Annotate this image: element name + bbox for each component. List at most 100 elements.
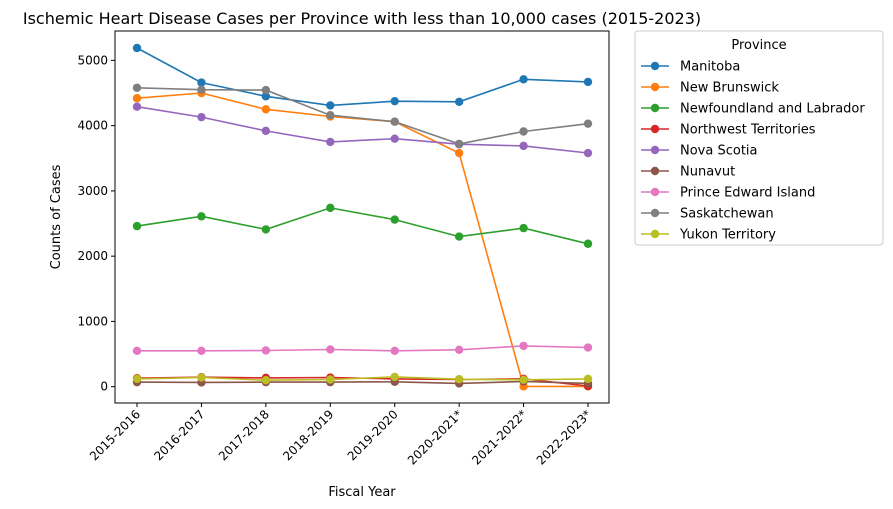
legend-item-saskatchewan: Saskatchewan [641, 207, 774, 222]
series-line-manitoba [136, 47, 589, 107]
series-line-nova-scotia [136, 105, 589, 154]
legend-label: Newfoundland and Labrador [680, 102, 865, 117]
legend-item-prince-edward-island: Prince Edward Island [641, 186, 815, 201]
data-point-prince-edward-island [583, 343, 593, 352]
legend-item-nova-scotia: Nova Scotia [641, 144, 758, 159]
data-point-newfoundland-and-labrador [454, 232, 464, 241]
data-point-newfoundland-and-labrador [261, 225, 271, 234]
x-tick-label: 2018-2019 [280, 407, 336, 463]
x-tick-label: 2020-2021* [405, 407, 465, 467]
y-tick-label: 3000 [77, 184, 108, 198]
data-point-manitoba [197, 78, 206, 87]
data-point-manitoba [583, 77, 593, 87]
data-point-newfoundland-and-labrador [519, 223, 528, 233]
legend-item-northwest-territories: Northwest Territories [641, 123, 816, 138]
series-yukon-territory [132, 372, 593, 385]
series-newfoundland-and-labrador [132, 203, 593, 248]
data-point-nova-scotia [583, 148, 593, 158]
series-nova-scotia [132, 102, 593, 158]
data-point-yukon-territory [197, 373, 206, 382]
x-tick-label: 2017-2018 [216, 407, 272, 463]
legend: Province Manitoba New Brunswick Newfoundla… [634, 30, 884, 246]
legend-title: Province [731, 38, 786, 53]
data-point-saskatchewan [583, 119, 593, 128]
data-point-yukon-territory [326, 375, 335, 384]
legend-item-newfoundland-and-labrador: Newfoundland and Labrador [641, 102, 865, 117]
series-line-nunavut [136, 380, 589, 385]
legend-item-manitoba: Manitoba [641, 60, 740, 75]
data-point-manitoba [132, 43, 142, 53]
data-point-saskatchewan [519, 127, 528, 136]
data-point-manitoba [261, 92, 271, 101]
data-point-manitoba [326, 101, 335, 110]
y-axis-label: Counts of Cases [49, 164, 64, 269]
y-tick-label: 5000 [77, 53, 108, 67]
series-line-saskatchewan [136, 87, 589, 145]
data-point-saskatchewan [454, 139, 464, 149]
x-tick-label: 2016-2017 [151, 407, 207, 463]
data-point-yukon-territory [390, 372, 399, 382]
legend-swatch-marker [650, 124, 660, 134]
data-point-nova-scotia [261, 126, 271, 136]
series-manitoba [132, 43, 593, 110]
x-axis: 2015-2016 2016-2017 2017-2018 2018-2019 2019… [87, 403, 594, 468]
legend-label: Yukon Territory [679, 228, 776, 243]
y-tick-label: 2000 [77, 249, 108, 263]
series-saskatchewan [132, 83, 593, 149]
x-axis-label: Fiscal Year [328, 485, 396, 500]
legend-item-yukon-territory: Yukon Territory [641, 228, 776, 243]
data-point-saskatchewan [132, 83, 142, 92]
data-point-new-brunswick [132, 94, 142, 103]
x-tick-label: 2021-2022* [469, 407, 529, 467]
plot-frame [114, 30, 610, 404]
data-point-yukon-territory [132, 374, 142, 384]
data-point-nova-scotia [519, 141, 528, 151]
chart-title: Ischemic Heart Disease Cases per Provinc… [23, 9, 701, 28]
y-tick-label: 1000 [77, 314, 108, 328]
series-line-prince-edward-island [137, 345, 589, 352]
legend-label: Manitoba [680, 60, 740, 75]
legend-item-new-brunswick: New Brunswick [641, 81, 779, 96]
data-point-nova-scotia [326, 137, 335, 147]
data-point-prince-edward-island [454, 345, 464, 355]
legend-label: Northwest Territories [680, 123, 816, 138]
legend-swatch-marker [650, 208, 660, 218]
legend-swatch-marker [650, 229, 660, 239]
legend-swatch-marker [650, 166, 660, 176]
data-point-nova-scotia [390, 134, 399, 143]
data-point-saskatchewan [197, 85, 206, 94]
data-point-prince-edward-island [261, 346, 271, 355]
series-prince-edward-island [132, 341, 593, 355]
x-tick-label: 2019-2020 [345, 407, 401, 463]
data-point-prince-edward-island [519, 341, 528, 351]
legend-swatch-marker [650, 61, 660, 71]
data-point-saskatchewan [390, 117, 399, 126]
data-point-newfoundland-and-labrador [390, 215, 399, 224]
data-point-prince-edward-island [132, 346, 142, 355]
y-axis: 0 1000 2000 3000 4000 5000 [77, 53, 115, 394]
legend-swatch-marker [650, 145, 660, 155]
x-tick-label: 2015-2016 [87, 407, 143, 463]
data-point-yukon-territory [454, 374, 464, 384]
data-point-newfoundland-and-labrador [583, 239, 593, 248]
legend-swatch-marker [650, 103, 660, 113]
data-point-nova-scotia [197, 112, 206, 122]
data-point-newfoundland-and-labrador [326, 203, 335, 213]
legend-frame [634, 30, 884, 246]
data-point-yukon-territory [261, 375, 271, 385]
legend-label: Saskatchewan [680, 207, 774, 222]
legend-items: Manitoba New Brunswick Newfoundland and La… [641, 60, 865, 243]
y-tick-label: 0 [100, 380, 108, 394]
data-point-saskatchewan [261, 85, 271, 95]
data-point-prince-edward-island [390, 346, 399, 355]
data-point-manitoba [519, 75, 528, 84]
plot-area [114, 30, 610, 404]
data-point-saskatchewan [326, 110, 335, 120]
data-point-manitoba [454, 97, 464, 107]
legend-label: Nunavut [680, 165, 735, 180]
series-line-newfoundland-and-labrador [136, 207, 589, 245]
data-point-manitoba [390, 96, 399, 106]
legend-swatch-marker [650, 187, 660, 197]
legend-swatch-marker [650, 82, 660, 92]
